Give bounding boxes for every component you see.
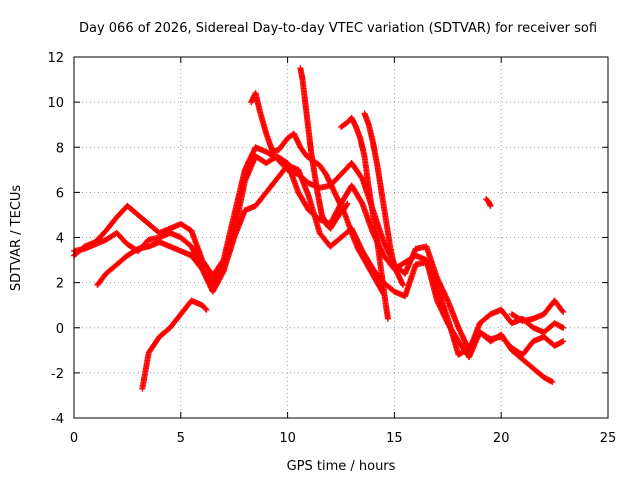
y-tick-label: -4: [51, 412, 64, 427]
x-tick-label: 20: [493, 431, 510, 446]
x-tick-label: 15: [386, 431, 403, 446]
x-tick-label: 0: [70, 431, 78, 446]
data-point: [549, 378, 556, 385]
series-track-i: [483, 196, 494, 209]
data-point: [344, 200, 351, 207]
data-point: [560, 338, 567, 345]
data-point: [399, 281, 406, 288]
y-axis-label: SDTVAR / TECUs: [9, 185, 24, 292]
y-tick-label: 8: [56, 141, 64, 156]
chart-title: Day 066 of 2026, Sidereal Day-to-day VTE…: [79, 21, 597, 36]
series-track-f: [297, 65, 351, 232]
data-marks: [71, 65, 567, 392]
y-tick-label: 12: [47, 51, 64, 66]
x-tick-label: 5: [177, 431, 185, 446]
y-tick-label: 6: [56, 186, 64, 201]
data-point: [358, 199, 365, 206]
data-point: [203, 306, 210, 313]
data-point: [560, 324, 567, 331]
series-track-a: [71, 144, 567, 354]
series-track-c: [94, 162, 556, 385]
series-track-d: [139, 297, 210, 392]
series-track-j: [508, 297, 567, 324]
x-tick-label: 25: [600, 431, 617, 446]
x-tick-label: 10: [279, 431, 296, 446]
data-point: [487, 202, 494, 209]
data-point: [384, 315, 391, 322]
x-axis-label: GPS time / hours: [287, 459, 396, 474]
y-tick-label: -2: [51, 367, 64, 382]
data-point: [202, 305, 209, 312]
series-track-e: [248, 90, 387, 297]
series-track-g: [338, 114, 391, 322]
y-tick-label: 2: [56, 277, 64, 292]
data-point: [343, 201, 350, 208]
y-tick-label: 0: [56, 322, 64, 337]
y-tick-label: 10: [47, 96, 64, 111]
y-tick-labels: -4 -2 0 2 4 6 8 10 12: [47, 51, 64, 427]
y-tick-label: 4: [56, 232, 64, 247]
data-point: [559, 307, 566, 314]
plot-frame: [73, 56, 609, 419]
series-track-h: [361, 110, 406, 288]
x-tick-labels: 0 5 10 15 20 25: [70, 431, 616, 446]
data-point: [560, 308, 567, 315]
